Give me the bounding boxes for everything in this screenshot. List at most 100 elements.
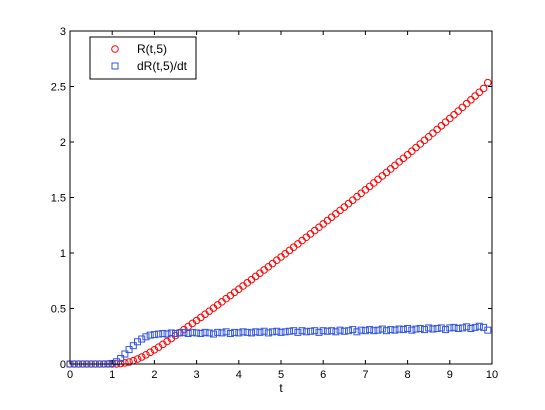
data-point: [184, 329, 192, 337]
data-point: [146, 331, 154, 339]
y-tick-label: 1: [60, 248, 66, 260]
data-point: [463, 323, 471, 331]
data-point: [471, 323, 479, 331]
data-point: [391, 326, 399, 334]
data-point: [146, 348, 154, 357]
data-point: [416, 324, 424, 332]
data-point: [117, 354, 125, 362]
data-point: [231, 328, 239, 336]
data-point: [163, 330, 171, 338]
data-point: [395, 325, 403, 333]
legend-entry-dr: dR(t,5)/dt: [137, 59, 188, 73]
data-point: [458, 103, 467, 112]
data-point: [366, 326, 374, 334]
x-tick-label: 5: [278, 369, 284, 381]
legend-entry-r: R(t,5): [137, 42, 167, 56]
data-point: [197, 329, 205, 337]
y-tick-label: 0: [60, 359, 66, 371]
y-tick-label: 3: [60, 26, 66, 38]
data-point: [412, 325, 420, 333]
data-point: [209, 330, 217, 338]
data-point: [125, 358, 133, 366]
data-point: [137, 353, 146, 361]
data-point: [129, 342, 137, 350]
data-point: [471, 92, 479, 100]
x-axis-label: t: [279, 381, 283, 395]
x-tick-label: 3: [194, 369, 200, 381]
data-point: [315, 328, 323, 336]
data-point: [420, 326, 428, 334]
data-point: [218, 329, 226, 337]
x-tick-label: 9: [447, 369, 453, 381]
data-point: [433, 324, 441, 332]
data-point: [125, 346, 133, 354]
x-tick-label: 0: [67, 369, 73, 381]
x-tick-label: 10: [486, 369, 498, 381]
data-point: [294, 328, 302, 336]
legend-marker-dr: [111, 62, 119, 70]
data-point: [121, 359, 129, 367]
data-point: [370, 327, 378, 335]
data-point: [319, 327, 327, 335]
data-point: [450, 111, 458, 119]
data-point: [336, 326, 344, 334]
data-point: [226, 329, 234, 337]
y-tick-label: 2.5: [51, 82, 66, 94]
legend-box: [89, 36, 197, 80]
axis-ticks: 0 1 2 3 4 5 6 7 8 9 10 0 0.5 1 1.5 2 2.5 3: [51, 26, 498, 381]
data-point: [264, 329, 272, 337]
data-point: [328, 327, 336, 335]
data-point: [172, 329, 179, 337]
data-point: [193, 329, 201, 337]
data-point: [429, 325, 437, 333]
data-point: [349, 326, 357, 334]
data-point: [273, 327, 281, 335]
data-point: [446, 324, 454, 332]
data-point: [475, 88, 484, 97]
data-point: [247, 329, 255, 337]
data-point: [437, 324, 445, 332]
data-point: [467, 96, 475, 104]
data-point: [252, 328, 260, 336]
data-point: [243, 328, 251, 336]
data-point: [399, 326, 407, 334]
data-point: [277, 328, 285, 336]
data-point: [425, 324, 433, 332]
data-point: [180, 328, 188, 336]
data-point: [462, 99, 471, 108]
x-tick-label: 8: [405, 369, 411, 381]
data-point: [290, 327, 298, 335]
data-point: [222, 328, 230, 336]
data-point: [155, 330, 163, 338]
data-point: [121, 350, 129, 358]
data-point: [340, 327, 348, 335]
data-point: [201, 328, 209, 336]
data-point: [475, 322, 483, 330]
data-point: [483, 78, 492, 87]
data-point: [374, 326, 382, 334]
data-point: [138, 335, 146, 343]
data-point: [150, 345, 159, 354]
x-tick-label: 6: [320, 369, 326, 381]
data-point: [408, 326, 416, 334]
data-point: [345, 327, 353, 335]
data-point: [205, 329, 213, 337]
data-point: [450, 323, 458, 331]
x-tick-label: 7: [362, 369, 368, 381]
data-point: [484, 326, 492, 334]
data-point: [353, 328, 361, 336]
data-point: [378, 325, 386, 333]
data-point: [167, 329, 175, 337]
data-point: [176, 329, 184, 337]
data-point: [302, 328, 310, 336]
data-point: [307, 327, 315, 335]
x-tick-label: 2: [151, 369, 157, 381]
data-point: [269, 328, 277, 336]
data-point: [479, 84, 488, 93]
data-point: [357, 326, 365, 334]
data-point: [361, 327, 369, 335]
data-point: [458, 324, 466, 332]
data-point: [285, 327, 293, 335]
